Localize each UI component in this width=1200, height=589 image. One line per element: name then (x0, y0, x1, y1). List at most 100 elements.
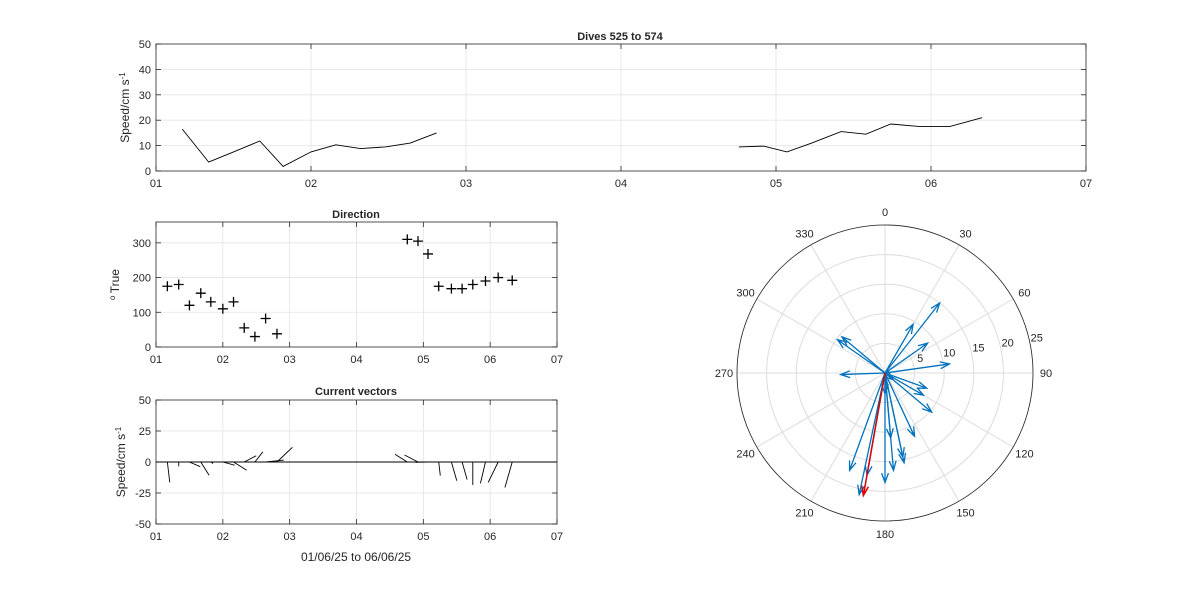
y-axis-label: Speed/cm s-1 (114, 426, 129, 497)
current-vector-stick (504, 461, 513, 488)
direction-point (271, 328, 282, 339)
polar-current-arrow (884, 372, 916, 439)
x-tick-label: 04 (350, 354, 362, 366)
current-vector-stick (450, 461, 458, 481)
speed-chart-title: Dives 525 to 574 (577, 31, 663, 43)
speed-time-series-axes: Dives 525 to 574 01 02 03 04 05 06 07 0 10 20 30 40… (118, 31, 1093, 190)
current-vector-stick (189, 461, 201, 468)
polar-angle-label: 240 (736, 449, 754, 461)
polar-current-arrow (884, 372, 905, 459)
direction-point (228, 296, 239, 307)
direction-point (249, 331, 260, 342)
current-vector-stick (394, 454, 408, 463)
direction-point (446, 283, 457, 294)
direction-point (433, 281, 444, 292)
polar-radius-label: 25 (1031, 332, 1043, 344)
direction-chart-title: Direction (332, 209, 380, 221)
x-tick-label: 04 (615, 178, 627, 190)
current-vector-stick (222, 461, 235, 466)
direction-point (162, 281, 173, 292)
x-tick-label: 03 (284, 354, 296, 366)
polar-spoke (756, 298, 886, 374)
x-tick-label: 05 (770, 178, 782, 190)
polar-spoke (884, 298, 1014, 374)
x-tick-label: 02 (217, 354, 229, 366)
y-tick-label: 20 (139, 115, 151, 127)
polar-current-arrow (884, 322, 915, 374)
polar-angle-label: 330 (795, 229, 813, 241)
polar-current-arrow (884, 301, 941, 374)
current-vector-stick (276, 447, 293, 463)
polar-angle-label: 150 (956, 507, 974, 519)
direction-point (457, 283, 468, 294)
y-tick-label: 100 (133, 307, 151, 319)
polar-spoke (884, 372, 960, 502)
direction-point (467, 279, 478, 290)
y-tick-label: -50 (135, 519, 151, 531)
vectors-x-axis-label: 01/06/25 to 06/06/25 (301, 550, 411, 564)
polar-radius-label: 10 (943, 348, 955, 360)
current-vector-stick (233, 461, 247, 471)
x-tick-label: 02 (305, 178, 317, 190)
polar-current-arrow (884, 372, 934, 414)
current-vector-stick (254, 451, 264, 463)
polar-angle-label: 300 (736, 288, 754, 300)
speed-series-line (181, 128, 437, 167)
x-tick-label: 07 (1080, 178, 1092, 190)
current-vector-stick (244, 455, 257, 463)
polar-current-arrow (884, 361, 952, 374)
y-tick-label: 0 (145, 457, 151, 469)
polar-current-arrow (840, 335, 886, 374)
x-tick-label: 01 (150, 178, 162, 190)
direction-point (173, 279, 184, 290)
x-tick-label: 04 (350, 531, 362, 543)
polar-angle-label: 30 (959, 229, 971, 241)
y-tick-label: 30 (139, 90, 151, 102)
direction-point (184, 300, 195, 311)
direction-point (260, 313, 271, 324)
y-tick-label: 300 (133, 238, 151, 250)
polar-spoke (756, 372, 886, 448)
polar-current-arrow (880, 373, 890, 485)
polar-angle-label: 60 (1018, 288, 1030, 300)
polar-spoke (810, 372, 886, 502)
direction-point (195, 288, 206, 299)
current-vector-stick (461, 461, 468, 480)
y-tick-label: 40 (139, 64, 151, 76)
current-vector-stick (210, 461, 214, 464)
direction-point (205, 296, 216, 307)
x-tick-label: 07 (551, 354, 563, 366)
x-tick-label: 05 (417, 354, 429, 366)
polar-radius-label: 5 (917, 353, 923, 365)
polar-current-arrow (838, 370, 886, 379)
current-vector-stick (166, 461, 171, 483)
x-tick-label: 02 (217, 531, 229, 543)
y-tick-label: 50 (139, 395, 151, 407)
x-tick-label: 05 (417, 531, 429, 543)
current-vectors-axes: Current vectors 01/06/25 to 06/06/25 01 0… (114, 386, 564, 564)
current-vector-stick (479, 461, 486, 484)
x-tick-label: 01 (150, 354, 162, 366)
y-tick-label: 0 (145, 342, 151, 354)
polar-radius-label: 15 (972, 343, 984, 355)
speed-series-line (738, 117, 983, 153)
current-vector-stick (404, 454, 419, 463)
polar-radius-label: 20 (1001, 337, 1013, 349)
x-tick-label: 01 (150, 531, 162, 543)
x-tick-label: 03 (284, 531, 296, 543)
polar-current-arrow (835, 338, 886, 374)
polar-angle-label: 180 (876, 529, 894, 541)
current-vector-stick (265, 459, 284, 463)
polar-rose-axes: 0 30 60 90 120 150 180 210 240 270 300 330 5 10 15 20 25 (715, 207, 1052, 541)
polar-angle-label: 120 (1015, 449, 1033, 461)
y-tick-label: 25 (139, 426, 151, 438)
y-tick-label: 200 (133, 273, 151, 285)
x-tick-label: 06 (484, 531, 496, 543)
polar-angle-label: 0 (882, 207, 888, 219)
direction-point (507, 275, 518, 286)
current-vector-stick (438, 461, 441, 476)
direction-point (239, 322, 250, 333)
polar-angle-label: 210 (795, 507, 813, 519)
direction-point (423, 248, 434, 259)
